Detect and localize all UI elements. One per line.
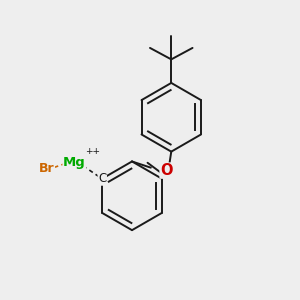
Text: ++: ++ [85, 147, 100, 156]
Text: O: O [160, 163, 172, 178]
Text: Br: Br [39, 162, 55, 175]
Text: C: C [98, 172, 106, 185]
Text: Mg: Mg [63, 156, 86, 169]
